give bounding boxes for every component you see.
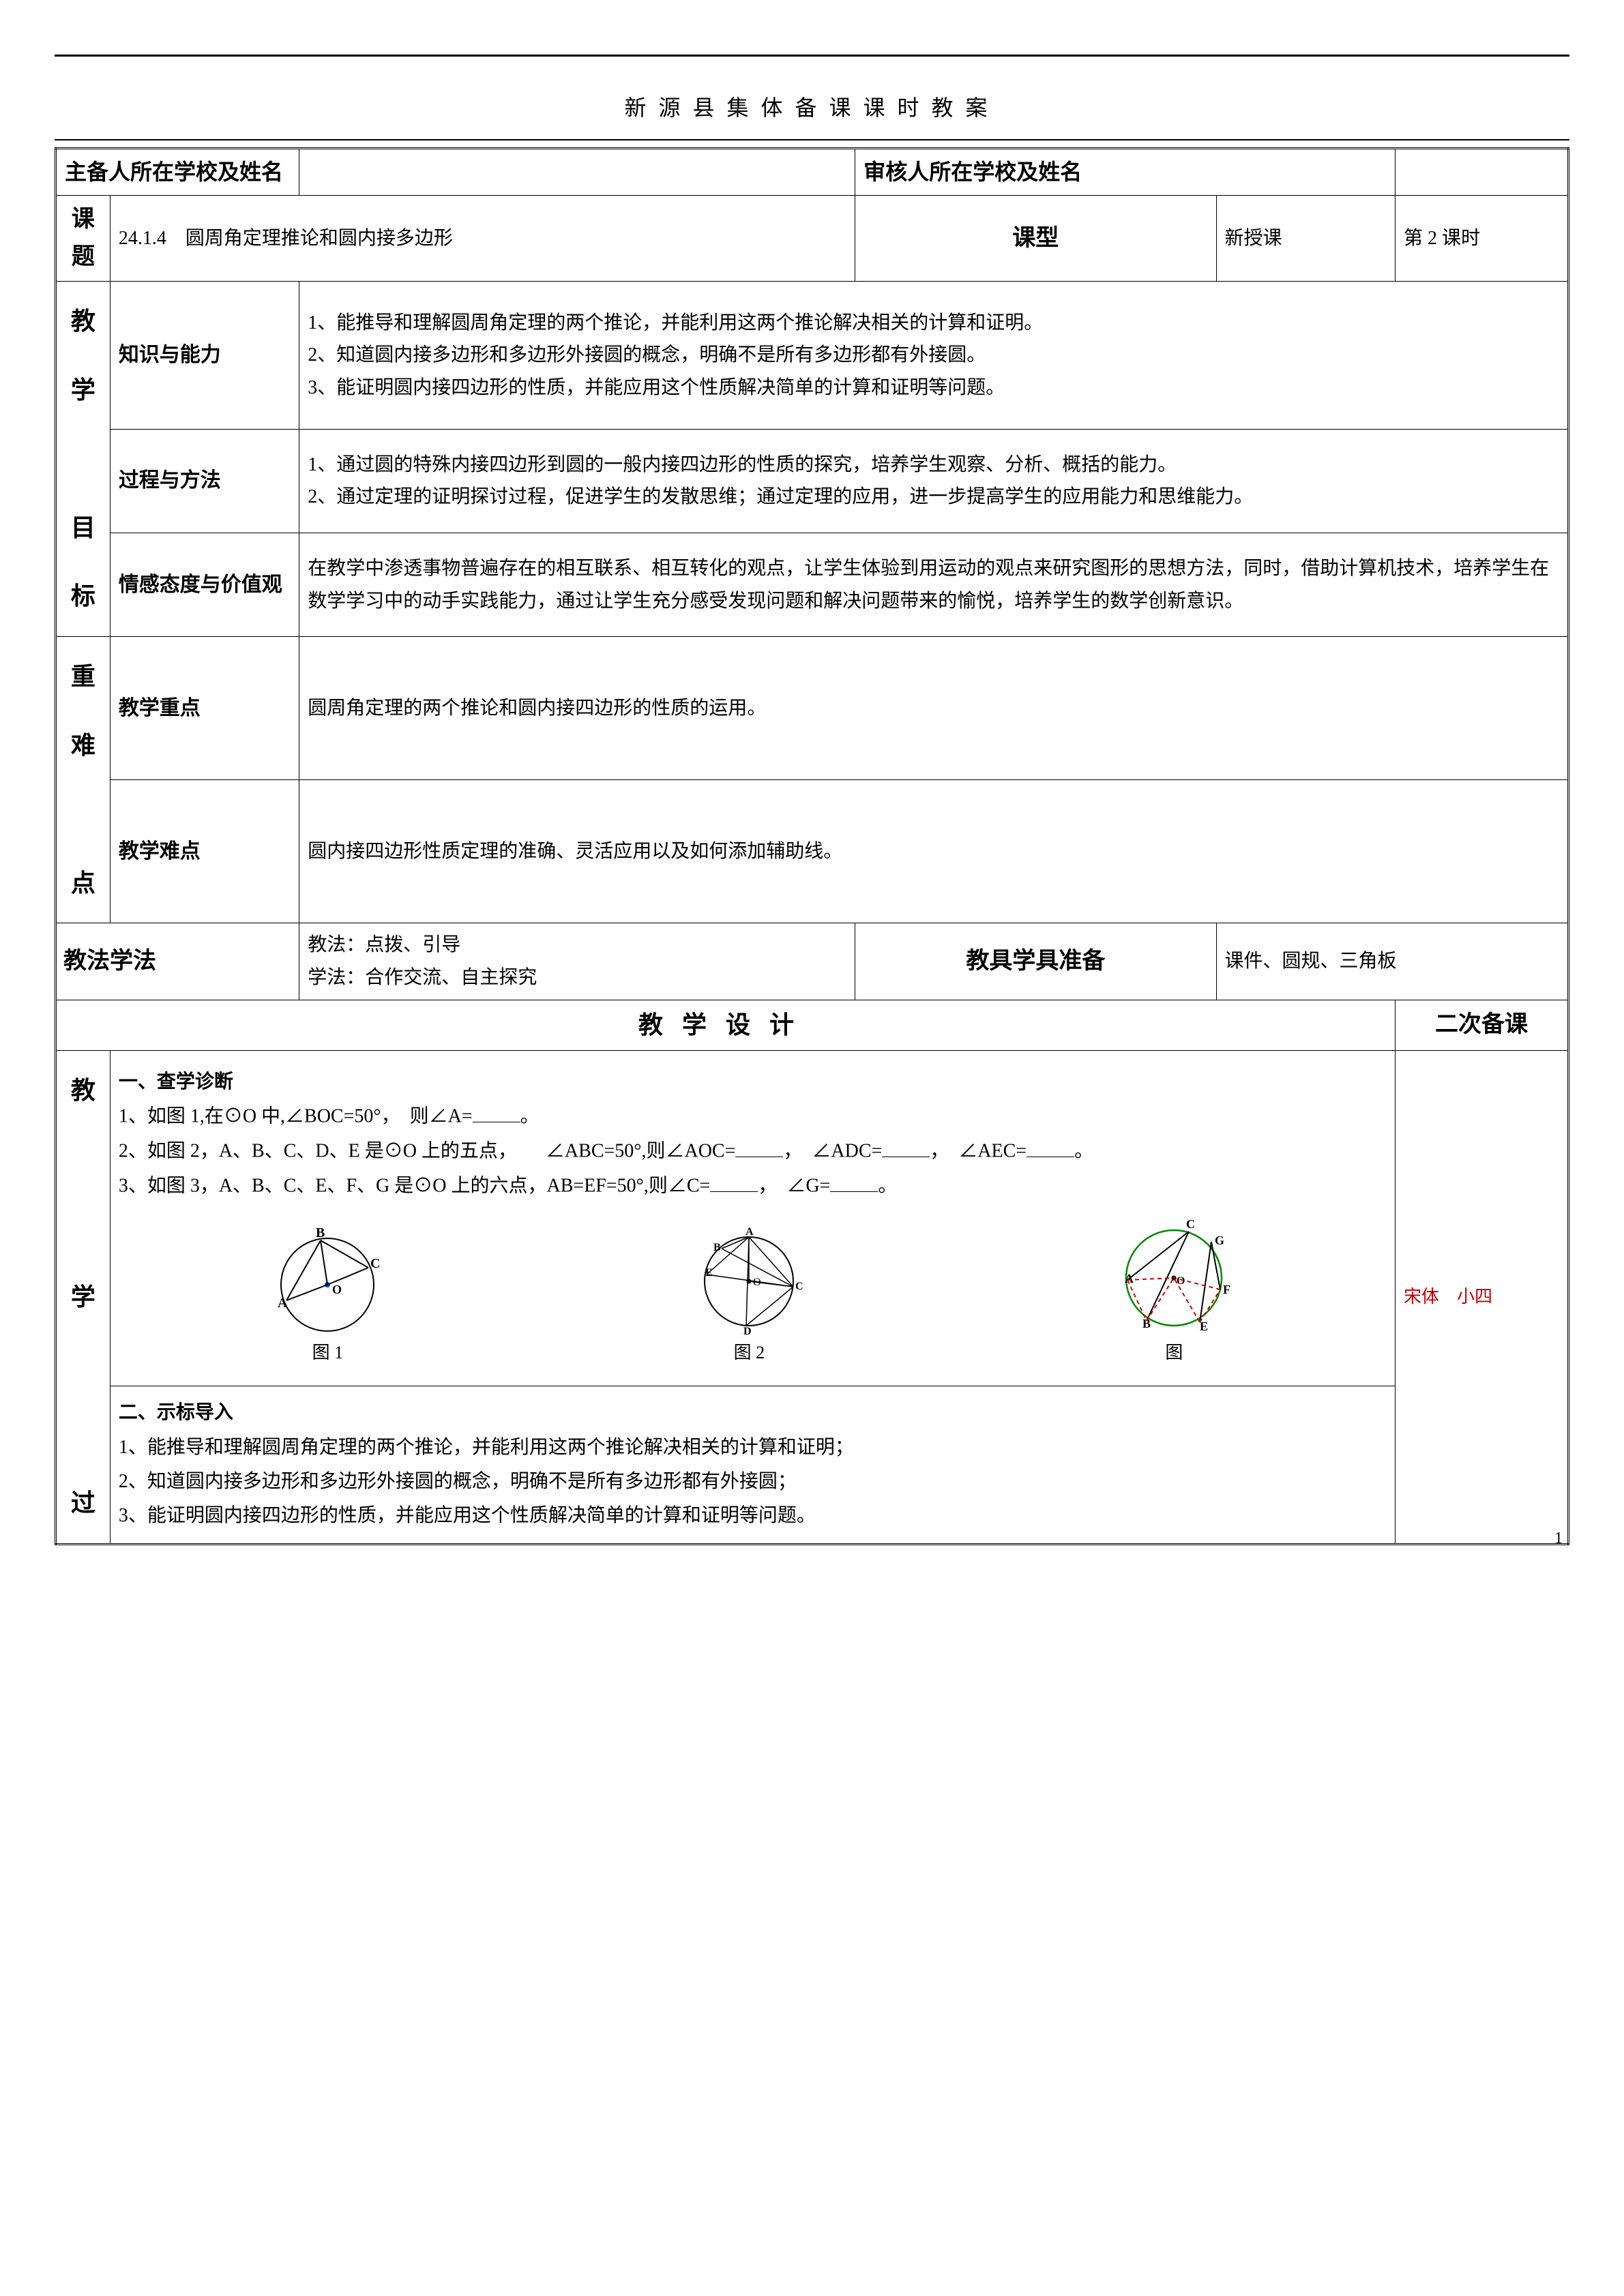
mid-rule: [55, 139, 1569, 140]
attitude-text: 在教学中渗透事物普遍存在的相互联系、相互转化的观点，让学生体验到用运动的观点来研…: [299, 533, 1569, 636]
side-2: 学: [71, 1283, 95, 1311]
q1-text-a: 1、如图 1,在⊙O 中,∠BOC=50°， 则∠A=: [119, 1106, 473, 1127]
difficult-text: 圆内接四边形性质定理的准确、灵活应用以及如何添加辅助线。: [299, 780, 1569, 923]
keypoints-l2: 点: [71, 869, 95, 897]
svg-text:B: B: [1142, 1317, 1151, 1330]
teaching-body-row-1: 教 学 过 一、查学诊断 1、如图 1,在⊙O 中,∠BOC=50°， 则∠A=…: [56, 1051, 1569, 1386]
diagram-row: O A B C 图 1: [119, 1213, 1387, 1369]
q3-text-a: 3、如图 3，A、B、C、E、F、G 是⊙O 上的六点，AB=EF=50°,则∠…: [119, 1176, 711, 1197]
method-label: 教法学法: [56, 923, 299, 1000]
knowledge-label: 知识与能力: [110, 282, 299, 430]
objectives-group-l2: 目标: [71, 514, 95, 610]
svg-text:F: F: [1223, 1283, 1230, 1296]
process-text: 1、通过圆的特殊内接四边形到圆的一般内接四边形的性质的探究，培养学生观察、分析、…: [299, 429, 1569, 533]
process-side-label: 教 学 过: [56, 1051, 110, 1545]
preparer-label: 主备人所在学校及姓名: [56, 149, 299, 196]
q3-text-c: 。: [878, 1176, 897, 1197]
preparer-value: [299, 149, 855, 196]
figure-1: O A B C 图 1: [263, 1220, 392, 1369]
topic-value: 24.1.4 圆周角定理推论和圆内接多边形: [110, 196, 855, 282]
design-header: 教学设计: [56, 1000, 1396, 1051]
objectives-group-l1: 教学: [71, 308, 95, 404]
side-3: 过: [71, 1489, 95, 1517]
lesson-plan-table: 主备人所在学校及姓名 审核人所在学校及姓名 课题 24.1.4 圆周角定理推论和…: [55, 147, 1569, 1545]
keypoint-text: 圆周角定理的两个推论和圆内接四边形的性质的运用。: [299, 637, 1569, 780]
tools-label: 教具学具准备: [855, 923, 1216, 1000]
top-rule: [55, 55, 1569, 57]
q2-text-c: ， ∠AEC=: [930, 1141, 1027, 1162]
attitude-label: 情感态度与价值观: [110, 533, 299, 636]
process-label: 过程与方法: [110, 429, 299, 533]
svg-text:D: D: [743, 1326, 752, 1336]
difficult-row: 教学难点 圆内接四边形性质定理的准确、灵活应用以及如何添加辅助线。: [56, 780, 1569, 923]
q2-text-a: 2、如图 2，A、B、C、D、E 是⊙O 上的五点， ∠ABC=50°,则∠AO…: [119, 1141, 736, 1162]
objective-attitude-row: 情感态度与价值观 在教学中渗透事物普遍存在的相互联系、相互转化的观点，让学生体验…: [56, 533, 1569, 636]
question-3: 3、如图 3，A、B、C、E、F、G 是⊙O 上的六点，AB=EF=50°,则∠…: [119, 1169, 1387, 1204]
blank-5: [710, 1169, 758, 1192]
blank-6: [830, 1169, 878, 1192]
topic-row: 课题 24.1.4 圆周角定理推论和圆内接多边形 课型 新授课 第 2 课时: [56, 196, 1569, 282]
diagnosis-section: 一、查学诊断 1、如图 1,在⊙O 中,∠BOC=50°， 则∠A= 。 2、如图…: [110, 1051, 1395, 1386]
lesson-type-label: 课型: [855, 196, 1216, 282]
svg-text:C: C: [1186, 1217, 1195, 1231]
reviewer-value: [1395, 149, 1568, 196]
objective-process-row: 过程与方法 1、通过圆的特殊内接四边形到圆的一般内接四边形的性质的探究，培养学生…: [56, 429, 1569, 533]
teaching-body-row-2: 二、示标导入 1、能推导和理解圆周角定理的两个推论，并能利用这两个推论解决相关的…: [56, 1386, 1569, 1544]
q2-text-b: ， ∠ADC=: [783, 1141, 882, 1162]
svg-text:A: A: [745, 1226, 754, 1238]
page-number: 1: [1554, 1525, 1563, 1551]
difficult-label: 教学难点: [110, 780, 299, 923]
blank-4: [1027, 1134, 1074, 1157]
keypoints-group-label: 重难 点: [56, 637, 110, 923]
method-text: 教法：点拨、引导 学法：合作交流、自主探究: [299, 923, 855, 1000]
figure-3-svg: O A B C E F G: [1106, 1213, 1242, 1336]
figure-1-caption: 图 1: [263, 1337, 392, 1369]
topic-label: 课题: [56, 196, 110, 282]
figure-3-caption: 图: [1106, 1337, 1242, 1369]
svg-text:B: B: [316, 1225, 325, 1240]
svg-text:O: O: [1177, 1275, 1185, 1287]
design-header-row: 教学设计 二次备课: [56, 1000, 1569, 1051]
svg-text:B: B: [713, 1242, 721, 1253]
section2-title: 二、示标导入: [119, 1396, 1387, 1430]
question-1: 1、如图 1,在⊙O 中,∠BOC=50°， 则∠A= 。: [119, 1099, 1387, 1134]
section1-title: 一、查学诊断: [119, 1065, 1387, 1099]
blank-2: [735, 1134, 783, 1157]
keypoint-label: 教学重点: [110, 637, 299, 780]
q2-text-d: 。: [1074, 1141, 1093, 1162]
period-value: 第 2 课时: [1395, 196, 1568, 282]
method-row: 教法学法 教法：点拨、引导 学法：合作交流、自主探究 教具学具准备 课件、圆规、…: [56, 923, 1569, 1000]
svg-text:O: O: [332, 1283, 342, 1296]
reviewer-label: 审核人所在学校及姓名: [855, 149, 1396, 196]
intro-section: 二、示标导入 1、能推导和理解圆周角定理的两个推论，并能利用这两个推论解决相关的…: [110, 1386, 1395, 1544]
figure-2-caption: 图 2: [681, 1337, 817, 1369]
lesson-type-value: 新授课: [1216, 196, 1395, 282]
objectives-group-label: 教学 目标: [56, 282, 110, 637]
figure-2: O A B C D E: [681, 1220, 817, 1369]
q1-text-b: 。: [520, 1106, 540, 1127]
section2-text: 1、能推导和理解圆周角定理的两个推论，并能利用这两个推论解决相关的计算和证明； …: [119, 1431, 1387, 1534]
keypoints-l1: 重难: [71, 663, 95, 759]
knowledge-text: 1、能推导和理解圆周角定理的两个推论，并能利用这两个推论解决相关的计算和证明。 …: [299, 282, 1569, 430]
svg-text:A: A: [278, 1296, 288, 1311]
svg-text:G: G: [1215, 1234, 1224, 1247]
figure-2-svg: O A B C D E: [681, 1220, 817, 1336]
secondary-prep-note: 宋体 小四: [1395, 1051, 1568, 1545]
objective-knowledge-row: 教学 目标 知识与能力 1、能推导和理解圆周角定理的两个推论，并能利用这两个推论…: [56, 282, 1569, 430]
question-2: 2、如图 2，A、B、C、D、E 是⊙O 上的五点， ∠ABC=50°,则∠AO…: [119, 1134, 1387, 1169]
svg-text:C: C: [795, 1281, 803, 1292]
blank-1: [473, 1099, 520, 1122]
blank-3: [882, 1134, 930, 1157]
svg-text:C: C: [370, 1256, 380, 1271]
side-1: 教: [71, 1077, 95, 1104]
figure-3: O A B C E F G: [1106, 1213, 1242, 1369]
figure-1-svg: O A B C: [263, 1220, 392, 1336]
secondary-prep-header: 二次备课: [1395, 1000, 1568, 1051]
page-header: 新源县集体备课课时教案: [55, 70, 1569, 139]
q3-text-b: ， ∠G=: [758, 1176, 830, 1197]
tools-text: 课件、圆规、三角板: [1216, 923, 1568, 1000]
preparer-row: 主备人所在学校及姓名 审核人所在学校及姓名: [56, 149, 1569, 196]
keypoint-row: 重难 点 教学重点 圆周角定理的两个推论和圆内接四边形的性质的运用。: [56, 637, 1569, 780]
